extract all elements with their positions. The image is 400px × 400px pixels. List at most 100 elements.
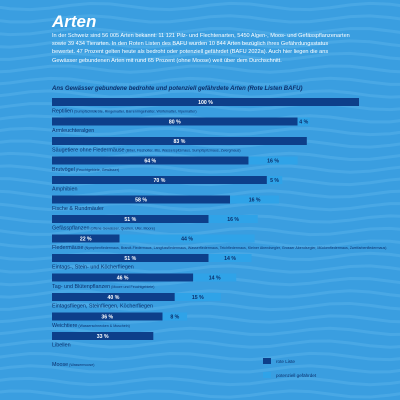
wave-line	[0, 376, 400, 387]
bar-red-list	[52, 273, 194, 282]
bar-red-list	[52, 312, 163, 321]
wave-line	[0, 301, 400, 312]
bar-red-list	[52, 98, 359, 106]
bar-row: 58 % 16 % Fische & Rundmäuler	[52, 195, 280, 212]
legend-label: rote Liste	[276, 359, 295, 364]
wave-line	[0, 126, 400, 137]
wave-line	[0, 289, 400, 299]
wave-line	[0, 64, 400, 74]
bar-potential	[266, 176, 283, 184]
bar-value-potential: 4 %	[299, 119, 308, 125]
bar-potential	[230, 195, 280, 204]
bar-value-red: 40 %	[107, 295, 119, 301]
bar-value-red: 80 %	[169, 119, 181, 125]
wave-line	[0, 351, 400, 362]
bar-value-potential: 16 %	[227, 217, 239, 223]
wave-line	[0, 239, 400, 249]
category-label: Säugetiere ohne Fledermäuse (Biber, Fisc…	[52, 148, 241, 154]
bar-red-list	[52, 156, 249, 165]
bar-red-list	[52, 195, 231, 204]
bar-value-red: 46 %	[117, 275, 129, 281]
bar-value-potential: 15 %	[192, 295, 204, 301]
bar-potential	[119, 234, 255, 243]
intro-paragraph: In der Schweiz sind 56 005 Arten bekannt…	[52, 33, 350, 64]
bar-value-potential: 16 %	[267, 158, 279, 164]
bar-row: 36 % 8 % Weichtiere (Wasserschnecken & Mus…	[52, 312, 188, 329]
category-label: Eintags-, Stein- und Köcherfliegen	[52, 265, 134, 271]
wave-line	[0, 164, 400, 174]
bar-potential	[248, 156, 298, 165]
bar-value-red: 22 %	[80, 236, 92, 242]
bar-row: 70 % 5 % Amphibien	[52, 176, 283, 193]
wave-line	[0, 339, 400, 349]
wave-line	[0, 14, 400, 24]
bar-row: 80 % 4 % Armleuchteralgen	[52, 117, 310, 134]
bar-row: 51 % 14 % Eintags-, Stein- und Köcherflieg…	[52, 254, 252, 271]
bar-value-red: 83 %	[173, 139, 185, 145]
legend-swatch	[263, 358, 271, 364]
bar-value-red: 51 %	[124, 217, 136, 223]
category-label: Eintagsfliegen, Steinfliegen, Köcherflie…	[52, 304, 153, 310]
category-label: Libellen	[52, 343, 71, 349]
legend-label: potenziell gefährdet	[276, 373, 317, 378]
wave-line	[0, 389, 400, 399]
category-label: Gefässpflanzen (offene Gewässer, Quellen…	[52, 226, 155, 232]
bar-row: 33 % Libellen	[52, 332, 154, 349]
wave-line	[0, 51, 400, 62]
category-label: Moose (Wassermoose)	[52, 362, 94, 368]
bar-row: 100 %Reptilien (Sumpfschildkröte, Ringel…	[52, 98, 359, 115]
bar-red-list	[52, 293, 175, 301]
category-label: Amphibien	[52, 187, 77, 193]
bar-row: 51 % 16 % Gefässpflanzen (offene Gewässer,…	[52, 215, 258, 232]
bar-row: 46 % 14 % Tag- und Blütenpflanzen (Moore u…	[52, 273, 237, 290]
legend-swatch	[263, 372, 271, 378]
wave-line	[0, 364, 400, 374]
category-label: Fische & Rundmäuler	[52, 206, 104, 212]
bar-row: 22 % 44 % Fledermäuse (Nymphenfledermaus, …	[52, 234, 387, 251]
category-sublabel: (Nymphenfledermaus, Brandt-Fledermaus, L…	[83, 246, 386, 250]
category-sublabel: (Sumpfschildkröte, Ringelnatter, Barrenr…	[73, 110, 197, 114]
wave-line	[0, 314, 400, 324]
bar-red-list	[52, 117, 298, 126]
bar-row: Moose (Wassermoose)	[52, 362, 94, 368]
bar-value-potential: 14 %	[209, 275, 221, 281]
wave-line	[0, 26, 400, 37]
wave-line	[0, 76, 400, 87]
category-sublabel: (offene Gewässer, Quellen, Ufer, Moore)	[89, 227, 154, 231]
category-label: Armleuchteralgen	[52, 128, 94, 134]
bar-red-list	[52, 215, 209, 223]
bar-value-red: 58 %	[135, 197, 147, 203]
wave-line	[0, 39, 400, 49]
bar-row: 40 % 15 % Eintagsfliegen, Steinfliegen, Kö…	[52, 293, 221, 310]
bar-value-red: 64 %	[144, 158, 156, 164]
bar-red-list	[52, 234, 120, 243]
category-sublabel: (Biber, Fischotter, Iltis, Wasserspitzma…	[125, 149, 241, 153]
bar-red-list	[52, 137, 307, 145]
bar-value-potential: 8 %	[170, 314, 179, 320]
bar-value-potential: 14 %	[224, 256, 236, 262]
bar-value-potential: 5 %	[270, 178, 279, 184]
category-sublabel: (Wasserschnecken & Muscheln)	[77, 324, 129, 328]
category-sublabel: (Feuchtgebiete, Gewässer)	[75, 168, 119, 172]
category-label: Weichtiere (Wasserschnecken & Muscheln)	[52, 323, 130, 329]
bar-potential	[174, 293, 221, 301]
bar-value-red: 70 %	[154, 178, 166, 184]
wave-line	[0, 201, 400, 212]
bar-value-red: 33 %	[97, 334, 109, 340]
wave-line	[0, 326, 400, 336]
wave-line	[0, 1, 400, 12]
bar-value-potential: 44 %	[181, 236, 193, 242]
bar-row: 83 % Säugetiere ohne Fledermäuse (Biber, …	[52, 137, 307, 154]
bar-potential	[297, 117, 310, 126]
category-label: Tag- und Blütenpflanzen (Moore und Feuch…	[52, 284, 155, 290]
wave-line	[0, 264, 400, 274]
bar-row: 64 % 16 % Brutvögel (Feuchtgebiete, Gewäss…	[52, 156, 298, 173]
category-sublabel: (Wassermoose)	[68, 363, 94, 367]
bar-red-list	[52, 332, 154, 340]
bar-potential	[162, 312, 188, 321]
wave-line	[0, 226, 400, 237]
wave-line	[0, 114, 400, 124]
bar-potential	[208, 215, 258, 223]
